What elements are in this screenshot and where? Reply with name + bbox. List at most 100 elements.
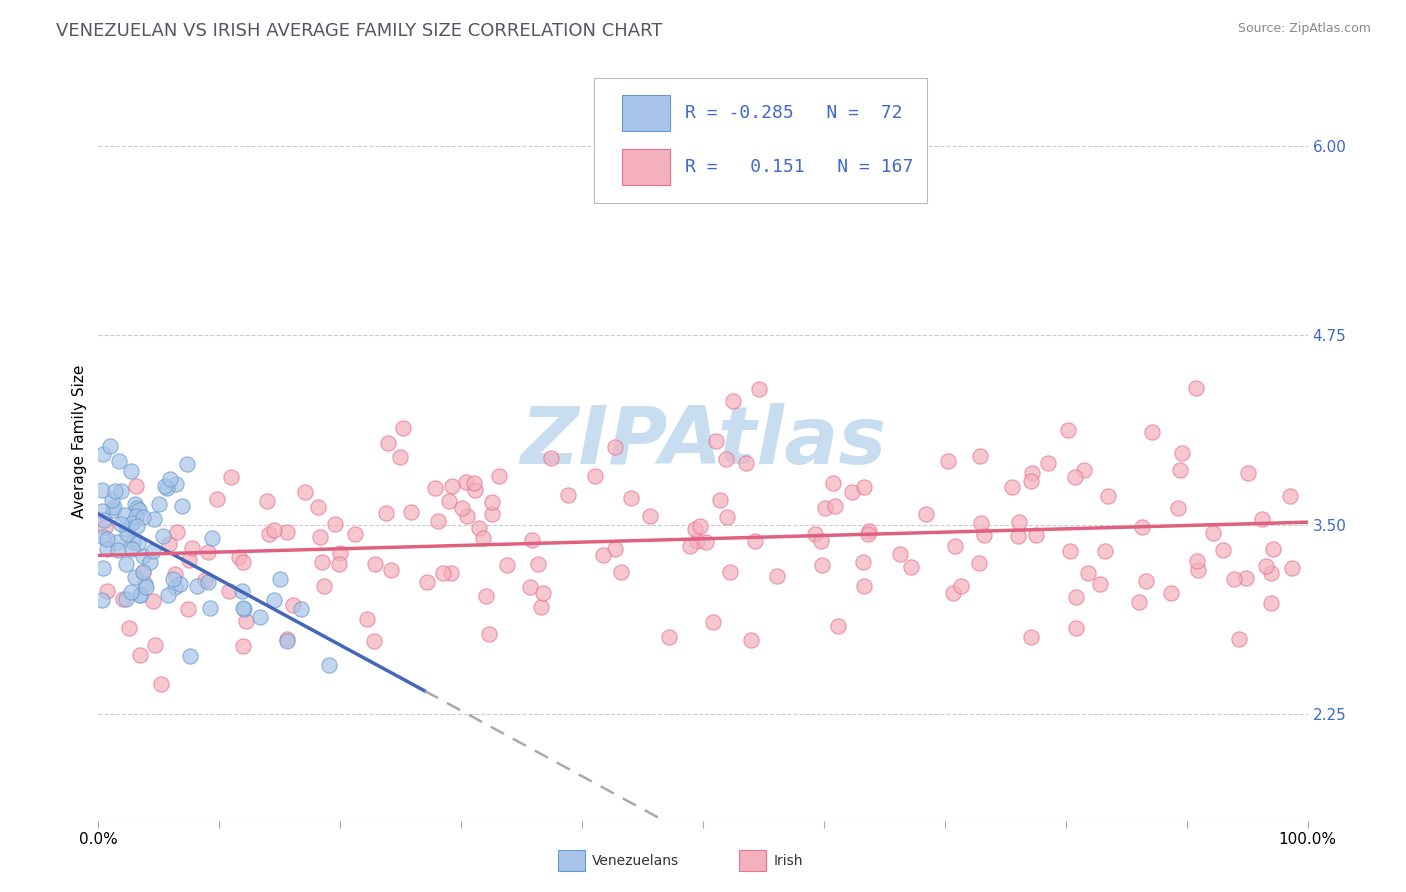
Bar: [740, 850, 766, 871]
Point: [294, 484, 316, 499]
Point: [114, 508, 136, 523]
Point: [197, 545, 219, 559]
Point: [232, 555, 254, 569]
Point: [1007, 529, 1029, 543]
Point: [456, 509, 478, 524]
Point: [969, 516, 991, 530]
Point: [276, 632, 298, 647]
Point: [93, 513, 115, 527]
Point: [142, 512, 165, 526]
Point: [139, 555, 162, 569]
Point: [388, 450, 411, 465]
Point: [276, 524, 298, 539]
Text: VENEZUELAN VS IRISH AVERAGE FAMILY SIZE CORRELATION CHART: VENEZUELAN VS IRISH AVERAGE FAMILY SIZE …: [56, 22, 662, 40]
Point: [1090, 576, 1112, 591]
Point: [166, 524, 188, 539]
Point: [110, 516, 132, 531]
Point: [478, 627, 501, 641]
Point: [1167, 501, 1189, 516]
Point: [392, 421, 415, 435]
Text: Venezuelans: Venezuelans: [592, 854, 679, 868]
Point: [344, 526, 367, 541]
Point: [463, 476, 485, 491]
Point: [716, 510, 738, 524]
Point: [221, 469, 243, 483]
Point: [1135, 574, 1157, 588]
Point: [695, 534, 717, 549]
Point: [620, 491, 643, 506]
Point: [1237, 466, 1260, 480]
Point: [132, 566, 155, 580]
Bar: [621, 95, 671, 131]
Point: [172, 499, 194, 513]
Point: [519, 580, 541, 594]
Point: [127, 536, 149, 550]
Point: [318, 658, 340, 673]
Point: [638, 509, 661, 524]
Point: [557, 488, 579, 502]
Point: [740, 632, 762, 647]
Point: [1223, 573, 1246, 587]
Point: [609, 565, 631, 579]
Point: [91, 504, 114, 518]
Point: [121, 542, 143, 557]
Point: [125, 479, 148, 493]
Point: [900, 560, 922, 574]
Point: [105, 534, 128, 549]
Point: [152, 529, 174, 543]
Point: [91, 530, 114, 544]
Point: [232, 602, 254, 616]
Point: [853, 579, 876, 593]
Point: [432, 566, 454, 581]
Point: [401, 506, 423, 520]
Point: [1036, 456, 1059, 470]
Point: [720, 565, 742, 579]
Point: [488, 469, 510, 483]
Point: [142, 544, 165, 558]
Point: [471, 531, 494, 545]
Point: [194, 573, 217, 587]
Point: [118, 621, 141, 635]
Point: [125, 501, 148, 516]
Point: [1281, 561, 1303, 575]
Point: [377, 435, 399, 450]
Point: [91, 560, 114, 574]
Point: [704, 434, 727, 448]
Point: [1187, 563, 1209, 577]
Point: [186, 579, 208, 593]
Point: [363, 634, 385, 648]
Point: [231, 584, 253, 599]
Point: [309, 530, 332, 544]
Point: [969, 450, 991, 464]
Point: [686, 534, 709, 549]
Point: [949, 579, 972, 593]
Point: [96, 584, 118, 599]
Point: [91, 483, 114, 498]
Point: [218, 584, 240, 599]
Point: [1008, 515, 1031, 529]
Point: [312, 578, 335, 592]
Point: [1059, 544, 1081, 558]
Point: [852, 555, 875, 569]
Point: [205, 492, 228, 507]
Point: [583, 468, 606, 483]
Point: [1234, 571, 1257, 585]
Point: [1254, 558, 1277, 573]
Point: [1097, 489, 1119, 503]
Point: [1063, 470, 1085, 484]
Point: [165, 566, 187, 581]
Point: [132, 565, 155, 579]
Point: [232, 639, 254, 653]
Point: [108, 453, 131, 467]
Point: [1021, 466, 1043, 480]
Text: Source: ZipAtlas.com: Source: ZipAtlas.com: [1237, 22, 1371, 36]
Point: [914, 507, 936, 521]
Point: [1171, 446, 1194, 460]
Point: [179, 648, 201, 663]
Point: [121, 516, 143, 530]
Point: [520, 533, 543, 547]
Point: [530, 599, 553, 614]
Point: [156, 481, 179, 495]
Point: [1160, 586, 1182, 600]
Point: [689, 519, 711, 533]
